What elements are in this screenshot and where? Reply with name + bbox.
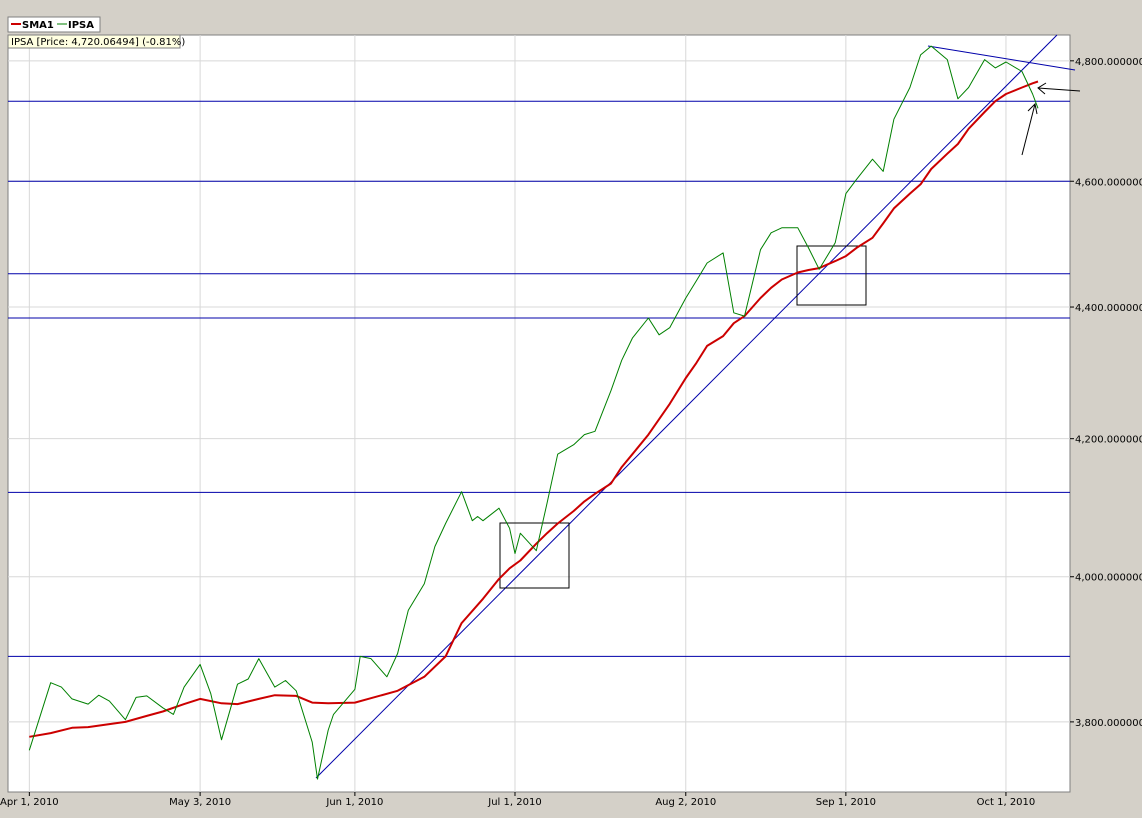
arrow-head [1037,82,1047,95]
y-tick-label: 4,800.000000 [1075,57,1142,68]
axis: Apr 1, 2010 May 3, 2010 Jun 1, 2010 Jul 1, … [0,57,1142,808]
grid [8,35,1070,792]
info-box [7,34,181,49]
arrow [1037,87,1081,92]
y-tick-label: 4,400.000000 [1075,303,1142,314]
highlight-box [796,245,867,306]
series-layer [28,45,1039,780]
legend-label: IPSA [68,20,94,31]
plot-area [7,34,1071,793]
y-tick-label: 4,000.000000 [1075,573,1142,584]
series-line [29,80,1039,738]
x-tick-label: Aug 2, 2010 [655,797,716,808]
x-tick-label: Oct 1, 2010 [977,797,1036,808]
x-tick-label: Apr 1, 2010 [0,797,59,808]
y-tick-label: 4,200.000000 [1075,435,1142,446]
drawings [315,34,1081,779]
x-tick-label: Sep 1, 2010 [816,797,876,808]
arrow [1021,103,1036,156]
highlight-box [499,522,570,589]
levels [8,100,1070,657]
legend: SMA1 IPSA [7,16,101,33]
x-tick-label: Jul 1, 2010 [487,797,541,808]
info-label: IPSA [Price: 4,720.06494] (-0.81%) [11,37,185,48]
trend-line [927,45,1076,71]
x-tick-label: Jun 1, 2010 [325,797,383,808]
y-tick-label: 4,600.000000 [1075,177,1142,188]
legend-label: SMA1 [22,20,54,31]
series-line [28,45,1039,780]
legend-box [7,16,101,33]
trend-line [315,34,1058,779]
x-tick-label: May 3, 2010 [169,797,231,808]
y-tick-label: 3,800.000000 [1075,718,1142,729]
arrow-head [1027,102,1038,115]
